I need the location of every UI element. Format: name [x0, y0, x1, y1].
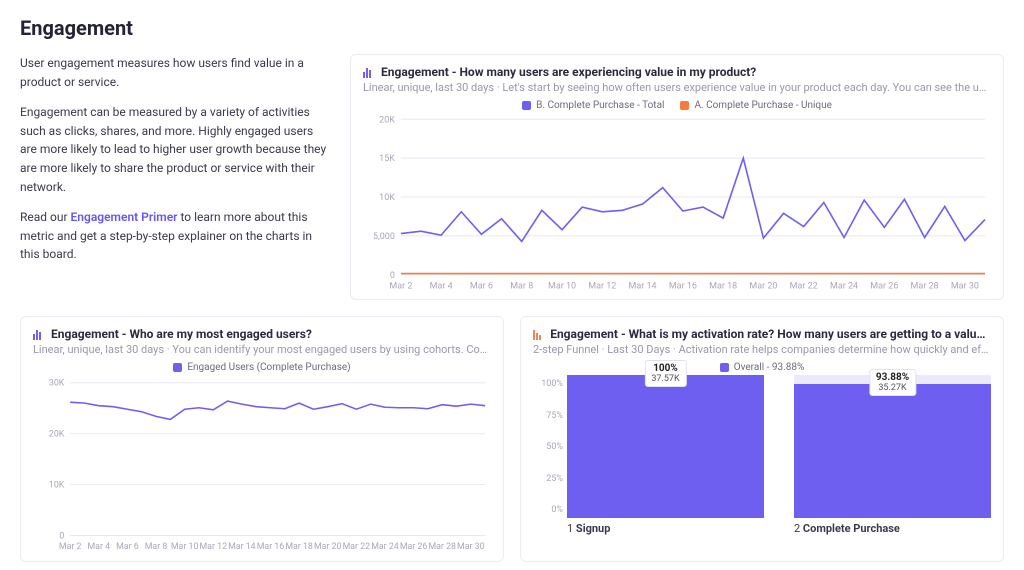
- funnel-bar-label: 100%37.57K: [644, 360, 686, 387]
- svg-text:Mar 6: Mar 6: [116, 542, 139, 552]
- page-title: Engagement: [20, 16, 1004, 40]
- legend-label: Overall - 93.88%: [734, 362, 805, 373]
- engagement-primer-link[interactable]: Engagement Primer: [71, 210, 178, 224]
- funnel-ytick: 100%: [541, 379, 563, 389]
- funnel-bar-fg: [794, 384, 991, 518]
- funnel-ytick: 50%: [546, 442, 563, 452]
- svg-text:Mar 14: Mar 14: [629, 282, 657, 292]
- funnel-chart[interactable]: 100% 75% 50% 25% 0% 100%37.57K1 Signup93.88%…: [533, 375, 991, 535]
- funnel-ytick: 0%: [551, 505, 563, 515]
- chart-card-engaged-users: Engagement - Who are my most engaged use…: [20, 316, 504, 562]
- legend-label: A. Complete Purchase - Unique: [694, 100, 831, 111]
- intro-p3-a: Read our: [20, 210, 71, 224]
- svg-text:Mar 12: Mar 12: [200, 542, 228, 552]
- svg-text:30K: 30K: [49, 379, 65, 389]
- legend-item[interactable]: Overall - 93.88%: [720, 362, 805, 373]
- svg-text:Mar 18: Mar 18: [709, 282, 737, 292]
- funnel-bars: 100%37.57K1 Signup93.88%35.27K2 Complete…: [567, 375, 991, 535]
- svg-text:Mar 30: Mar 30: [951, 282, 979, 292]
- svg-text:Mar 22: Mar 22: [790, 282, 818, 292]
- chart-icon: [33, 328, 45, 340]
- legend-item[interactable]: Engaged Users (Complete Purchase): [173, 362, 350, 373]
- svg-text:Mar 10: Mar 10: [548, 282, 576, 292]
- funnel-yaxis: 100% 75% 50% 25% 0%: [533, 375, 567, 535]
- svg-text:15K: 15K: [379, 154, 395, 164]
- legend-label: B. Complete Purchase - Total: [536, 100, 664, 111]
- svg-text:Mar 4: Mar 4: [430, 282, 453, 292]
- svg-text:20K: 20K: [49, 430, 65, 440]
- intro-p1: User engagement measures how users find …: [20, 54, 330, 91]
- svg-text:Mar 4: Mar 4: [88, 542, 111, 552]
- svg-text:Mar 26: Mar 26: [870, 282, 898, 292]
- chart2-title: Engagement - Who are my most engaged use…: [51, 327, 312, 341]
- legend-swatch: [720, 363, 729, 372]
- intro-p2: Engagement can be measured by a variety …: [20, 103, 330, 196]
- intro-p3: Read our Engagement Primer to learn more…: [20, 208, 330, 264]
- chart1-title: Engagement - How many users are experien…: [381, 65, 756, 79]
- svg-text:Mar 14: Mar 14: [228, 542, 256, 552]
- svg-text:Mar 2: Mar 2: [389, 282, 412, 292]
- legend-label: Engaged Users (Complete Purchase): [187, 362, 350, 373]
- svg-text:10K: 10K: [379, 193, 395, 203]
- chart1-subtitle: Linear, unique, last 30 days · Let's sta…: [363, 81, 991, 94]
- legend-swatch: [173, 363, 182, 372]
- svg-text:Mar 22: Mar 22: [343, 542, 371, 552]
- chart2-legend: Engaged Users (Complete Purchase): [33, 362, 491, 373]
- funnel-ytick: 25%: [546, 474, 563, 484]
- svg-text:5,000: 5,000: [373, 232, 395, 242]
- svg-text:Mar 28: Mar 28: [911, 282, 939, 292]
- legend-swatch: [522, 101, 531, 110]
- svg-text:Mar 28: Mar 28: [428, 542, 456, 552]
- chart-card-value-users: Engagement - How many users are experien…: [350, 54, 1004, 300]
- svg-text:Mar 8: Mar 8: [145, 542, 168, 552]
- chart-icon: [363, 66, 375, 78]
- svg-text:Mar 16: Mar 16: [669, 282, 697, 292]
- svg-text:0: 0: [390, 271, 395, 281]
- chart-card-activation-rate: Engagement - What is my activation rate?…: [520, 316, 1004, 562]
- svg-text:Mar 26: Mar 26: [400, 542, 428, 552]
- funnel-subtitle: 2-step Funnel · Last 30 Days · Activatio…: [533, 343, 991, 356]
- funnel-bar-label: 93.88%35.27K: [869, 369, 916, 396]
- funnel-step-label: 1 Signup: [567, 522, 764, 535]
- svg-text:Mar 30: Mar 30: [457, 542, 485, 552]
- funnel-legend: Overall - 93.88%: [533, 362, 991, 373]
- intro-text: User engagement measures how users find …: [20, 54, 330, 276]
- chart1-legend: B. Complete Purchase - Total A. Complete …: [363, 100, 991, 111]
- chart1-svg[interactable]: 0 5,000 10K 15K 20K Mar 2 Mar 4 Mar 6 Mar 8 Mar 1…: [363, 113, 991, 293]
- svg-text:Mar 6: Mar 6: [470, 282, 493, 292]
- funnel-step-label: 2 Complete Purchase: [794, 522, 991, 535]
- svg-text:Mar 12: Mar 12: [588, 282, 616, 292]
- legend-item[interactable]: A. Complete Purchase - Unique: [680, 100, 831, 111]
- funnel-ytick: 75%: [546, 411, 563, 421]
- svg-text:10K: 10K: [49, 481, 65, 491]
- funnel-icon: [533, 328, 544, 340]
- legend-item[interactable]: B. Complete Purchase - Total: [522, 100, 664, 111]
- svg-text:Mar 10: Mar 10: [171, 542, 199, 552]
- svg-text:Mar 20: Mar 20: [314, 542, 342, 552]
- funnel-title: Engagement - What is my activation rate?…: [550, 327, 991, 341]
- svg-text:Mar 18: Mar 18: [285, 542, 313, 552]
- chart2-subtitle: Linear, unique, last 30 days · You can i…: [33, 343, 491, 356]
- svg-text:Mar 20: Mar 20: [749, 282, 777, 292]
- svg-text:20K: 20K: [379, 115, 395, 125]
- svg-text:0: 0: [59, 531, 64, 541]
- funnel-bar-fg: [567, 375, 764, 518]
- chart2-svg[interactable]: 010K20K30KMar 2Mar 4Mar 6Mar 8Mar 10Mar …: [33, 375, 491, 555]
- svg-text:Mar 2: Mar 2: [59, 542, 82, 552]
- svg-text:Mar 24: Mar 24: [830, 282, 858, 292]
- funnel-step[interactable]: 93.88%35.27K2 Complete Purchase: [794, 375, 991, 535]
- svg-text:Mar 24: Mar 24: [371, 542, 399, 552]
- funnel-step[interactable]: 100%37.57K1 Signup: [567, 375, 764, 535]
- legend-swatch: [680, 101, 689, 110]
- svg-text:Mar 16: Mar 16: [257, 542, 285, 552]
- svg-text:Mar 8: Mar 8: [510, 282, 533, 292]
